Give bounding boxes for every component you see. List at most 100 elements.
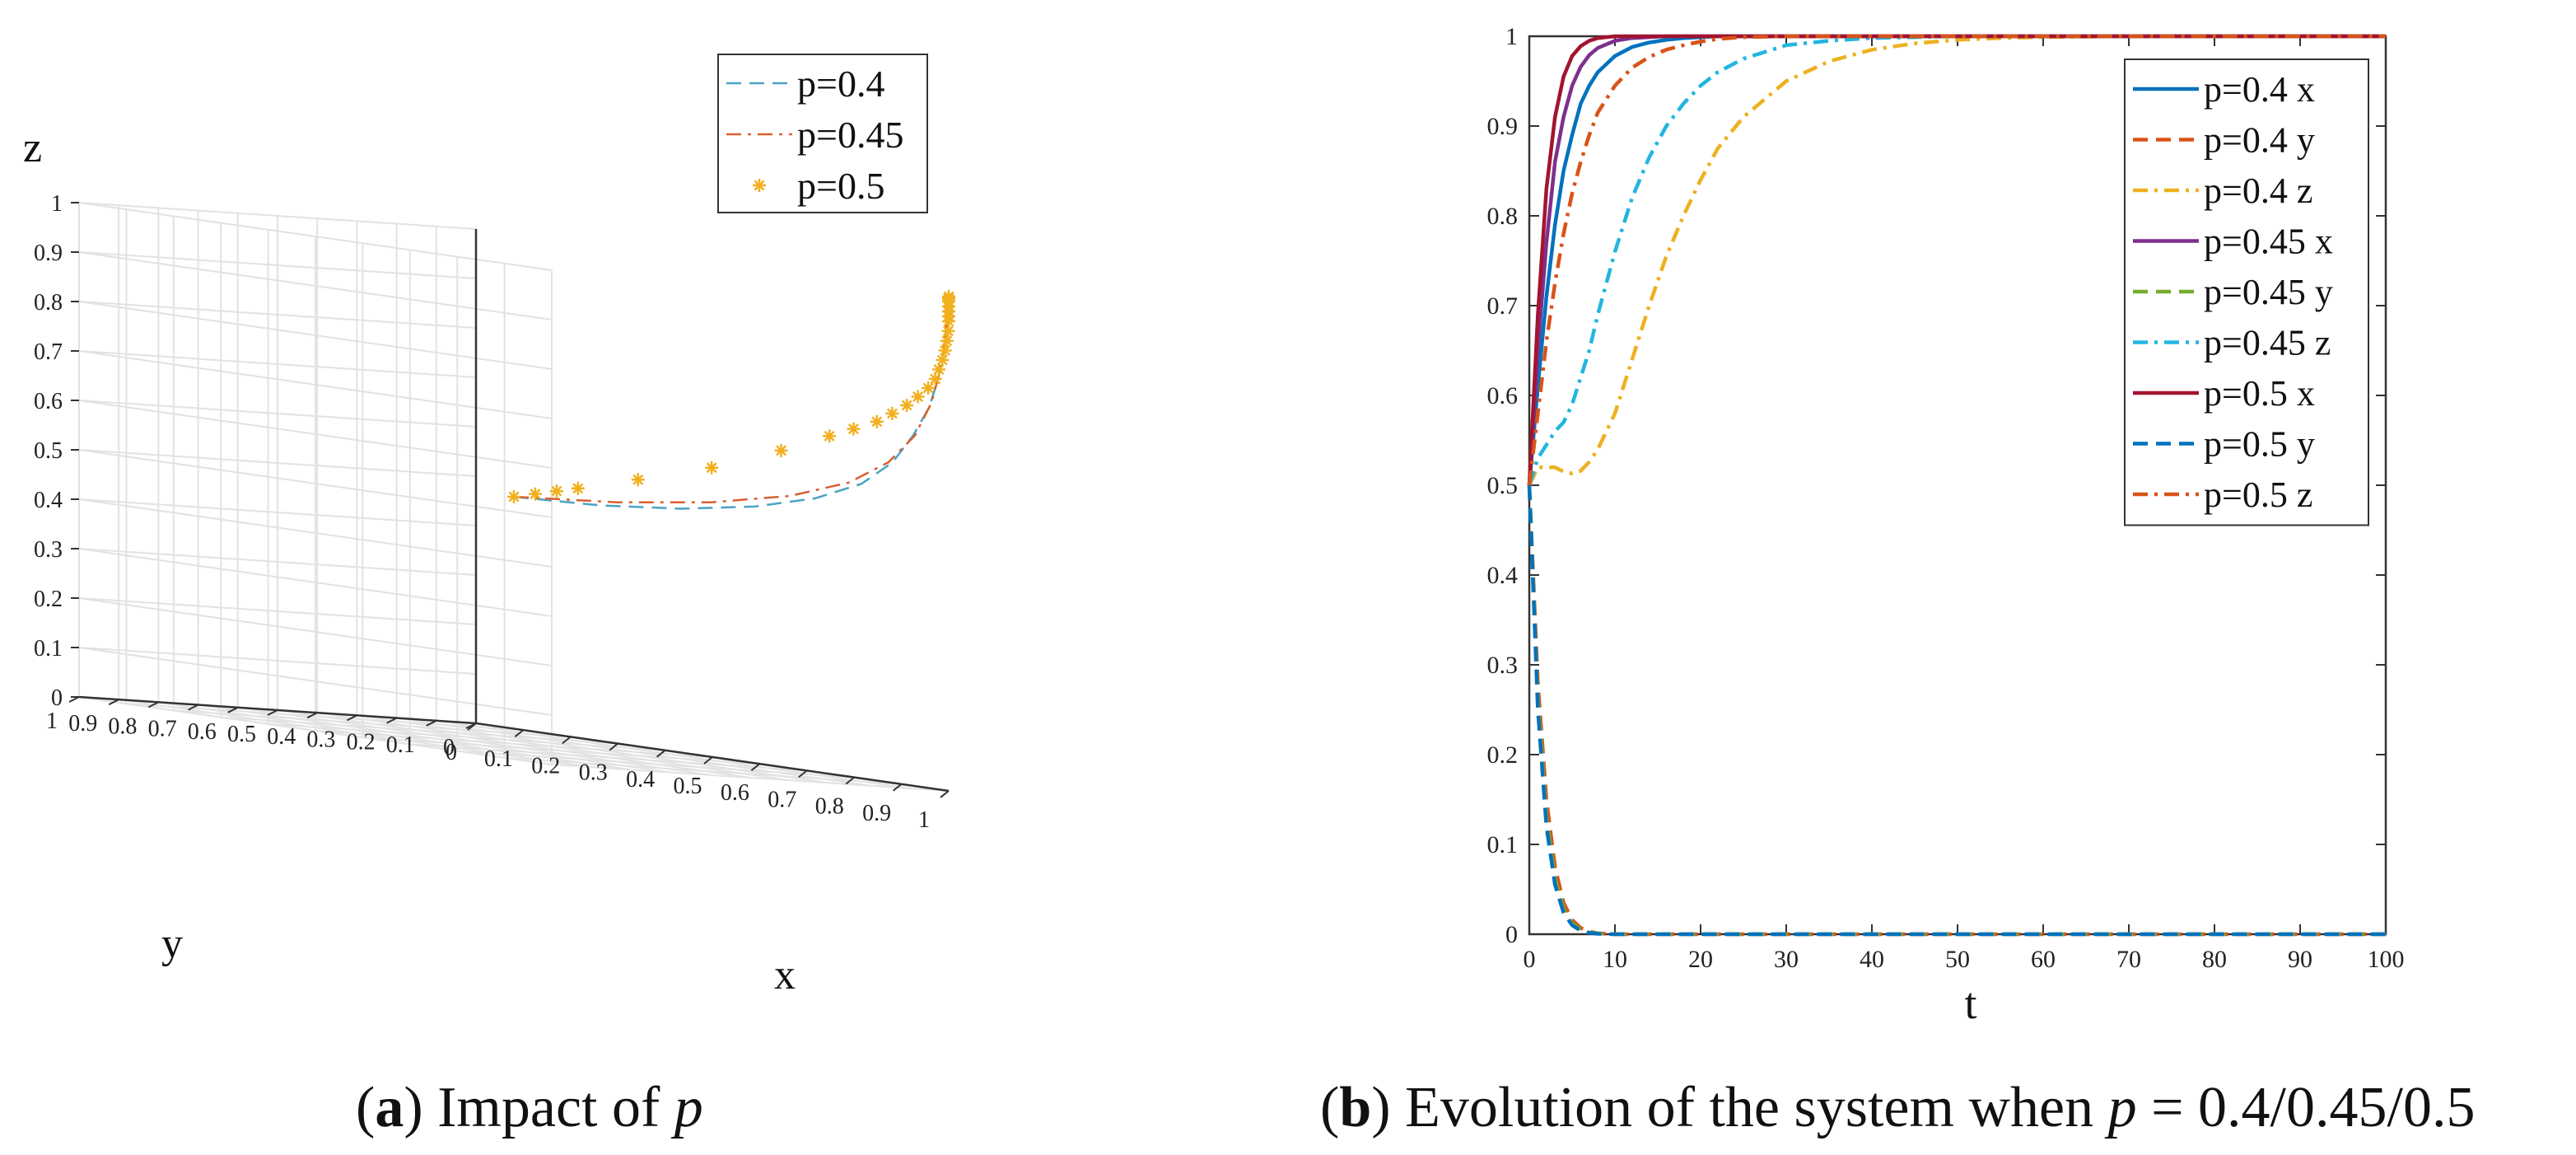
series-marker-p=0.5 — [571, 481, 585, 495]
x-tick-mark — [514, 729, 525, 737]
series-marker-p=0.5 — [705, 461, 719, 475]
series-line-p=0.45 — [513, 296, 950, 503]
y-tick-label: 0.7 — [148, 717, 177, 742]
x-tick-mark — [562, 736, 572, 745]
panel-a-3d-plot: 0 0.1 0.2 0.3 0.4 0.5 0.6 0.7 0.8 0.9 100.10.20.30… — [23, 54, 955, 998]
x-tick-label: 0.7 — [768, 787, 796, 812]
x-tick-label: 0.9 — [862, 801, 891, 826]
series-marker-p=0.5 — [885, 406, 899, 420]
series-marker-p=0.5 — [932, 362, 946, 376]
y-tick-mark — [426, 719, 437, 727]
series-marker-p=0.5 — [941, 324, 955, 338]
series-marker-p=0.5 — [549, 484, 563, 498]
y-tick-label: 0 — [443, 735, 455, 760]
grid-line-side-z — [78, 350, 477, 378]
series-marker-p=0.5 — [940, 334, 954, 348]
legend-label: p=0.5 z — [2204, 475, 2312, 515]
series-marker-p=0.5 — [936, 353, 950, 367]
panel-b-line-plot: 0 10 20 30 40 50 60 70 80 90 100 0 0.1 0.2 0.3 0.4 0.5 0.… — [1487, 23, 2405, 1028]
y-tick-label: 0.4 — [1487, 562, 1519, 589]
series-line-p=0.5 z — [1527, 34, 2386, 486]
series-marker-p=0.5 — [900, 398, 914, 412]
x-tick-label: 1 — [918, 807, 930, 833]
grid-line-floor-y — [277, 709, 751, 779]
grid-line-floor-x — [457, 750, 855, 779]
series-marker-p=0.5 — [942, 290, 955, 303]
caption-b-var: p — [2107, 1076, 2137, 1139]
grid-line-back-z — [78, 202, 553, 271]
x-tick-label: 0.8 — [815, 794, 844, 820]
caption-a: (a) Impact of p — [356, 1076, 703, 1139]
x-tick-mark — [656, 750, 666, 758]
y-tick-label: 0.1 — [386, 732, 415, 758]
caption-b-text: Evolution of the system when — [1405, 1076, 2094, 1139]
x-axis-label: x — [774, 952, 796, 998]
caption-a-text: Impact of — [437, 1076, 660, 1139]
grid-line-floor-y — [78, 696, 553, 765]
series-line-p=0.4 — [513, 296, 950, 510]
legend-label: p=0.45 — [797, 114, 903, 156]
z-tick-label: 0.9 — [34, 241, 63, 266]
z-tick-label: 0.7 — [34, 339, 63, 365]
x-tick-label: 40 — [1860, 946, 1884, 973]
legend-label: p=0.4 y — [2204, 120, 2315, 161]
x-tick-label: 0.4 — [626, 767, 655, 793]
legend-label: p=0.5 x — [2204, 373, 2315, 414]
series-line-p=0.5 x — [1527, 34, 2386, 486]
x-tick-mark — [703, 756, 713, 765]
y-tick-mark — [227, 706, 239, 713]
grid-line-floor-y — [119, 699, 592, 769]
grid-line-floor-x — [409, 743, 807, 772]
y-tick-mark — [386, 717, 398, 724]
y-tick-mark — [306, 712, 318, 719]
legend-label: p=0.45 x — [2204, 222, 2333, 262]
y-tick-mark — [108, 699, 119, 706]
z-tick-label: 1 — [51, 191, 63, 217]
legend-label: p=0.5 y — [2204, 424, 2315, 465]
y-tick-label: 0.3 — [306, 727, 335, 752]
y-tick-mark — [465, 722, 477, 729]
y-tick-label: 0.6 — [188, 719, 217, 745]
x-tick-mark — [845, 776, 855, 785]
series-marker-p=0.5 — [774, 443, 788, 457]
series-marker-p=0.5 — [922, 381, 936, 395]
z-tick-label: 0.8 — [34, 290, 63, 316]
x-tick-label: 0.2 — [531, 753, 560, 779]
y-tick-label: 0.1 — [1487, 831, 1519, 858]
x-tick-mark — [940, 790, 950, 798]
y-tick-label: 0.8 — [108, 713, 137, 739]
x-tick-mark — [609, 742, 618, 751]
x-tick-mark — [798, 769, 808, 779]
series-marker-p=0.5 — [847, 422, 861, 436]
series-marker-p=0.5 — [938, 344, 952, 358]
grid-line-floor-y — [198, 704, 671, 774]
series-line-p=0.5 y — [1527, 484, 2386, 937]
y-tick-label: 0.2 — [347, 730, 376, 755]
grid-line-floor-x — [551, 764, 950, 792]
series-marker-p=0.5 — [928, 372, 942, 386]
y-tick-label: 0.6 — [1487, 382, 1519, 409]
grid-line-floor-x — [362, 736, 760, 765]
x-tick-label: 0 — [1524, 946, 1536, 973]
caption-b-label: b — [1339, 1076, 1372, 1139]
x-tick-label: 70 — [2116, 946, 2141, 973]
x-tick-label: 100 — [2368, 946, 2405, 973]
grid-line-floor-x — [504, 756, 902, 785]
y-axis-label: y — [161, 920, 183, 967]
x-axis-label: t — [1964, 979, 1976, 1028]
z-tick-label: 0.6 — [34, 389, 63, 414]
y-tick-label: 0.9 — [68, 711, 97, 736]
x-tick-label: 20 — [1688, 946, 1713, 973]
caption-b: (b) Evolution of the system when p = 0.4… — [1320, 1076, 2476, 1139]
y-tick-mark — [147, 701, 159, 708]
y-tick-label: 1 — [1505, 23, 1518, 50]
legend-label: p=0.45 y — [2204, 272, 2333, 312]
z-tick-label: 0.3 — [34, 537, 63, 563]
y-tick-label: 0.5 — [227, 722, 256, 747]
x-tick-label: 0.3 — [579, 760, 608, 786]
series-marker-p=0.5 — [911, 390, 925, 404]
x-tick-label: 0.6 — [721, 780, 749, 806]
legend-label: p=0.4 x — [2204, 69, 2315, 110]
legend-marker — [753, 179, 766, 192]
